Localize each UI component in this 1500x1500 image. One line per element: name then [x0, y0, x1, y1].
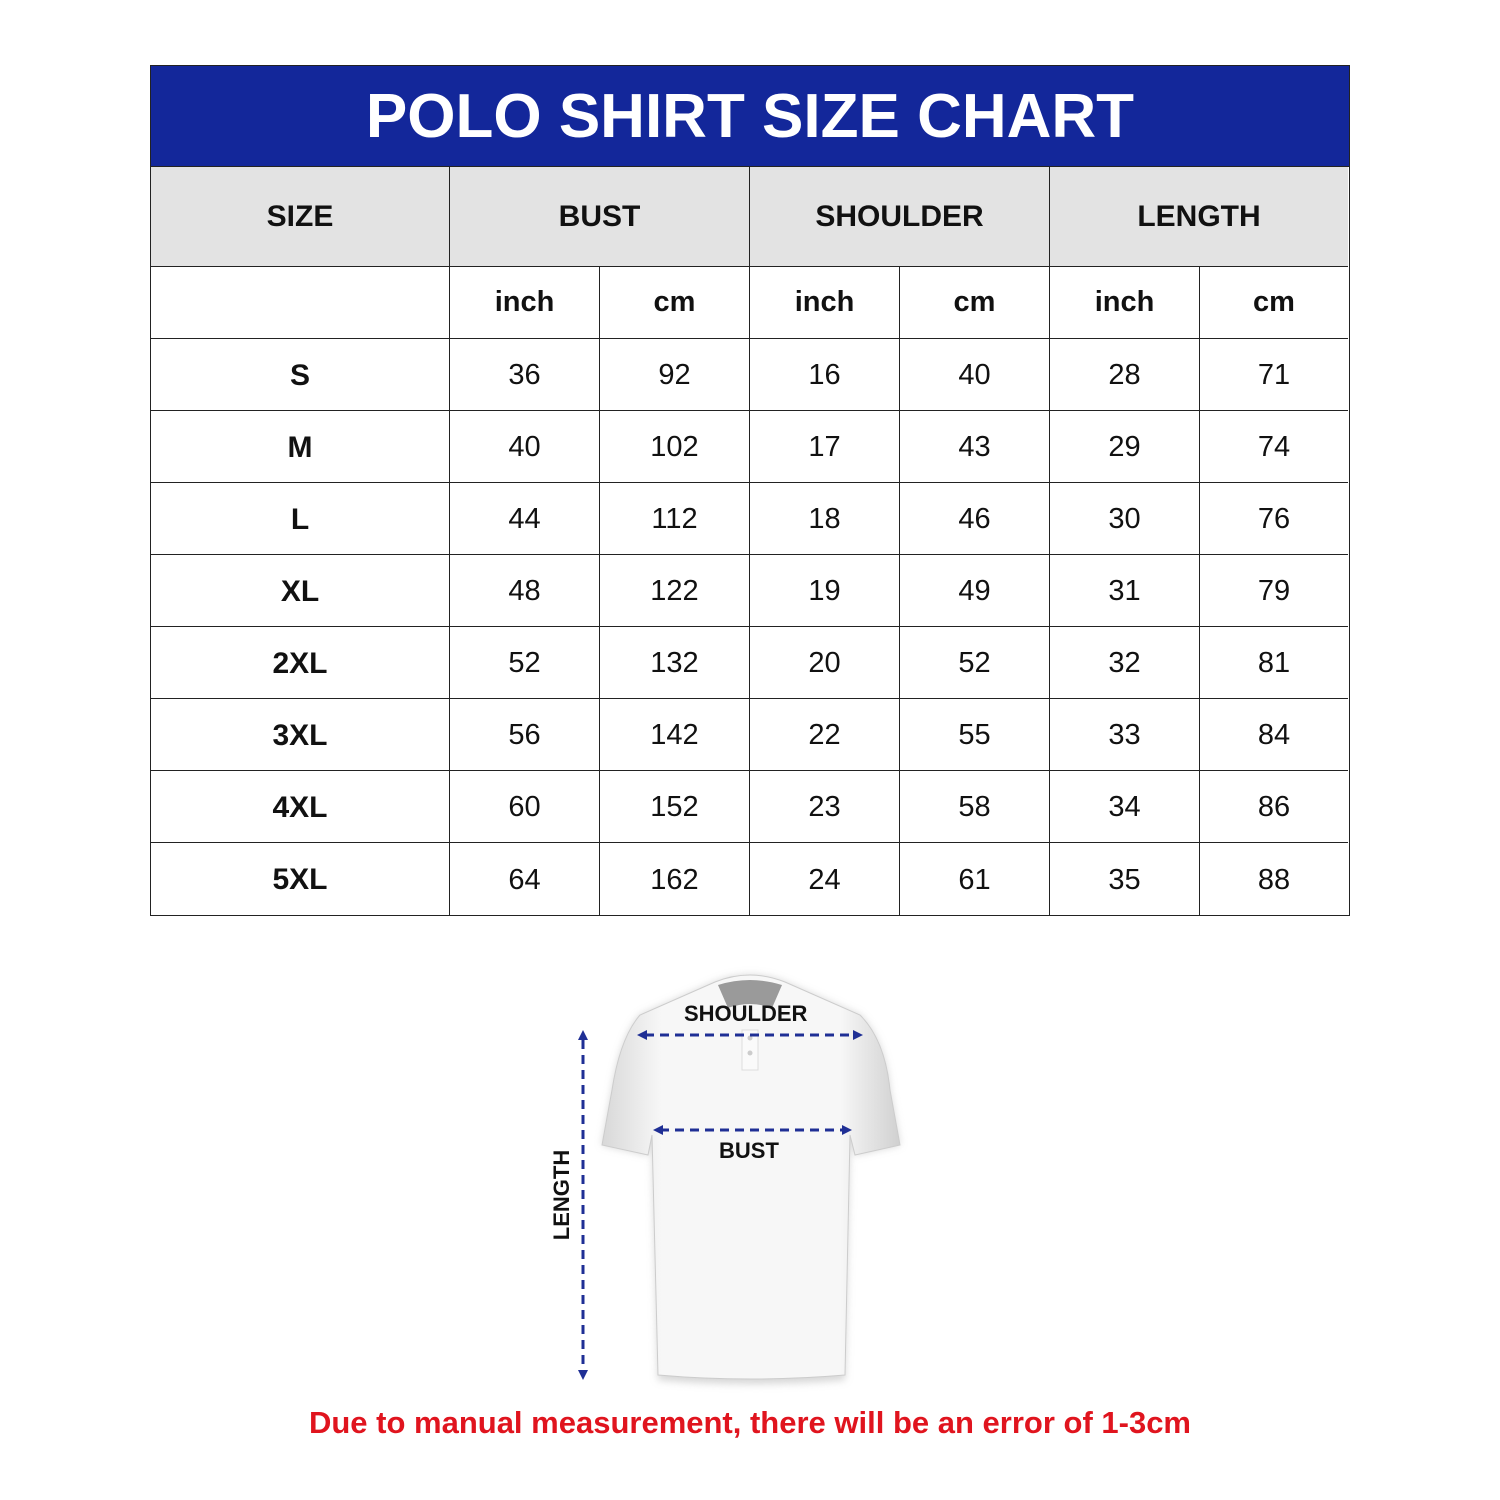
- unit-bust-inch: inch: [450, 267, 600, 339]
- size-chart-table: POLO SHIRT SIZE CHART SIZE BUST SHOULDER…: [150, 65, 1350, 916]
- chart-title: POLO SHIRT SIZE CHART: [151, 66, 1349, 167]
- cell-bust-inch: 56: [450, 699, 600, 771]
- cell-shoulder-inch: 18: [750, 483, 900, 555]
- cell-shoulder-cm: 40: [900, 339, 1050, 411]
- unit-length-cm: cm: [1200, 267, 1348, 339]
- cell-bust-inch: 48: [450, 555, 600, 627]
- cell-shoulder-inch: 17: [750, 411, 900, 483]
- cell-length-cm: 86: [1200, 771, 1348, 843]
- header-size: SIZE: [151, 167, 450, 267]
- cell-shoulder-cm: 55: [900, 699, 1050, 771]
- cell-bust-inch: 60: [450, 771, 600, 843]
- header-length: LENGTH: [1050, 167, 1348, 267]
- cell-shoulder-inch: 22: [750, 699, 900, 771]
- cell-bust-inch: 44: [450, 483, 600, 555]
- cell-length-inch: 28: [1050, 339, 1200, 411]
- cell-size: 5XL: [151, 843, 450, 915]
- cell-length-cm: 88: [1257, 863, 1291, 896]
- cell-bust-cm: 122: [600, 555, 750, 627]
- unit-length-inch: inch: [1050, 267, 1200, 339]
- measurement-note: Due to manual measurement, there will be…: [308, 1405, 1192, 1440]
- cell-length-cm: 84: [1200, 699, 1348, 771]
- cell-bust-inch: 64: [450, 843, 600, 915]
- cell-bust-cm: 142: [600, 699, 750, 771]
- cell-shoulder-cm: 52: [900, 627, 1050, 699]
- cell-length-cm: 71: [1200, 339, 1348, 411]
- cell-shoulder-cm: 58: [900, 771, 1050, 843]
- cell-shoulder-cm: 61: [900, 843, 1050, 915]
- cell-shoulder-cm: 49: [900, 555, 1050, 627]
- cell-shoulder-cm: 43: [900, 411, 1050, 483]
- cell-length-cm: 79: [1200, 555, 1348, 627]
- unit-shoulder-inch: inch: [750, 267, 900, 339]
- header-shoulder: SHOULDER: [750, 167, 1050, 267]
- cell-size: 3XL: [151, 699, 450, 771]
- cell-length-inch: 29: [1050, 411, 1200, 483]
- unit-shoulder-cm: cm: [900, 267, 1050, 339]
- cell-length-cm: 81: [1200, 627, 1348, 699]
- cell-shoulder-inch: 19: [750, 555, 900, 627]
- cell-size: L: [151, 483, 450, 555]
- cell-length-inch: 30: [1050, 483, 1200, 555]
- cell-shoulder-cm: 46: [900, 483, 1050, 555]
- cell-bust-inch: 52: [450, 627, 600, 699]
- cell-size: XL: [151, 555, 450, 627]
- cell-length-inch: 31: [1050, 555, 1200, 627]
- cell-shoulder-inch: 23: [750, 771, 900, 843]
- cell-bust-inch: 36: [450, 339, 600, 411]
- table-grid: SIZE BUST SHOULDER LENGTH inch cm inch c…: [151, 167, 1349, 915]
- cell-length-inch: 32: [1050, 627, 1200, 699]
- cell-bust-cm: 102: [600, 411, 750, 483]
- cell-size: M: [151, 411, 450, 483]
- cell-bust-cm: 112: [600, 483, 750, 555]
- shirt-measurement-diagram: SHOULDER BUST LENGTH: [540, 960, 940, 1400]
- cell-shoulder-inch: 20: [750, 627, 900, 699]
- bust-label: BUST: [719, 1138, 779, 1163]
- cell-bust-cm: 162: [600, 843, 750, 915]
- unit-bust-cm: cm: [600, 267, 750, 339]
- header-bust: BUST: [450, 167, 750, 267]
- cell-size: S: [151, 339, 450, 411]
- unit-blank: [151, 267, 450, 339]
- cell-bust-cm: 92: [600, 339, 750, 411]
- shoulder-label: SHOULDER: [684, 1001, 808, 1026]
- cell-length-inch: 34: [1050, 771, 1200, 843]
- cell-length-inch: 33: [1050, 699, 1200, 771]
- cell-bust-cm: 132: [600, 627, 750, 699]
- cell-length-cm: 74: [1200, 411, 1348, 483]
- cell-length-cm: 76: [1200, 483, 1348, 555]
- cell-bust-cm: 152: [600, 771, 750, 843]
- cell-shoulder-inch: 24: [750, 843, 900, 915]
- cell-bust-inch: 40: [450, 411, 600, 483]
- length-label: LENGTH: [549, 1149, 575, 1241]
- cell-length-inch: 35: [1050, 843, 1200, 915]
- polo-shirt-illustration: [578, 974, 901, 1384]
- cell-shoulder-inch: 16: [750, 339, 900, 411]
- cell-size: 4XL: [151, 771, 450, 843]
- cell-size: 2XL: [151, 627, 450, 699]
